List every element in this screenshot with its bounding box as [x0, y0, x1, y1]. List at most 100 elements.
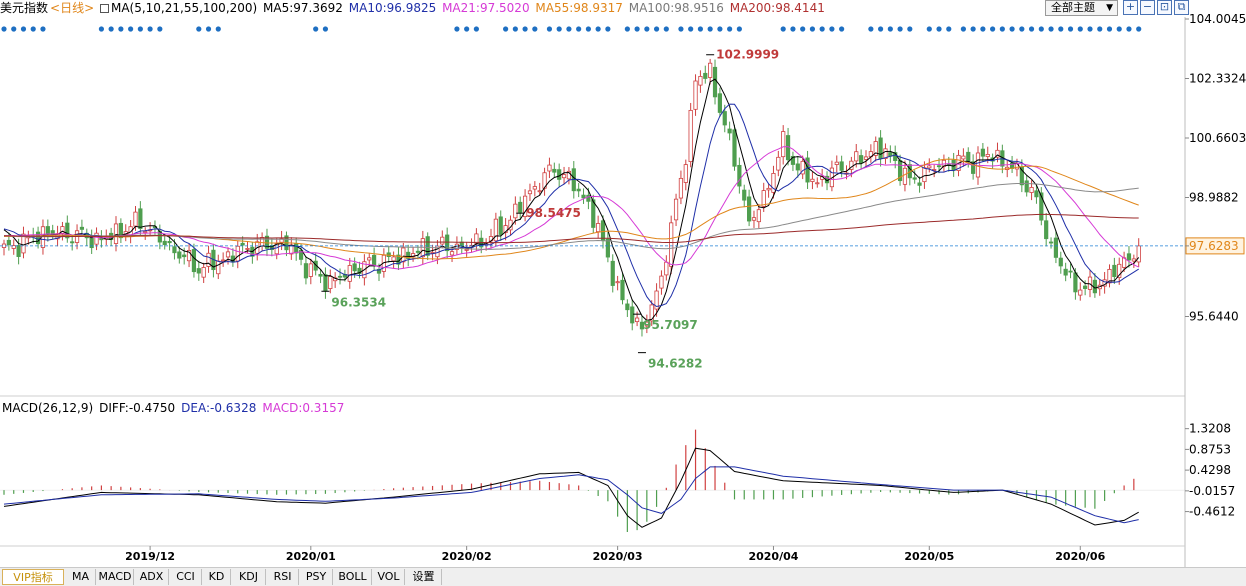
candle: [776, 150, 781, 177]
signal-dot: [512, 26, 518, 32]
tab-vol[interactable]: VOL: [373, 569, 405, 585]
candle: [1058, 251, 1063, 274]
candle-body: [732, 129, 737, 167]
candle: [113, 216, 119, 252]
candle-body: [678, 177, 684, 199]
candle: [221, 252, 226, 267]
candle-body: [985, 153, 990, 157]
tab-cci[interactable]: CCI: [170, 569, 202, 585]
x-tick-label: 2020/01: [286, 550, 336, 563]
candle-body: [537, 190, 542, 193]
candle: [644, 314, 649, 334]
restore-button[interactable]: ⧉: [1174, 0, 1189, 15]
signal-dot: [585, 26, 592, 32]
signal-dot: [11, 26, 17, 32]
candle: [742, 184, 747, 208]
candle: [1083, 280, 1088, 296]
candle: [323, 267, 328, 299]
candle-body: [552, 168, 557, 173]
candle: [162, 233, 167, 250]
candle-body: [167, 241, 172, 244]
candle-body: [1112, 264, 1117, 277]
candle-body: [766, 187, 771, 191]
candle: [196, 260, 201, 281]
candle-body: [225, 251, 231, 258]
candle-body: [1126, 253, 1132, 261]
signal-dot: [605, 26, 611, 32]
ma200-line: [3, 213, 1139, 244]
tab-rsi[interactable]: RSI: [267, 569, 299, 585]
candle-body: [854, 151, 859, 162]
candle-body: [303, 263, 309, 279]
theme-dropdown[interactable]: 全部主题 ▼: [1045, 0, 1118, 16]
zoom-in-button[interactable]: +: [1123, 0, 1138, 15]
view-button[interactable]: ⊡: [1157, 0, 1172, 15]
candle-body: [337, 275, 343, 278]
x-tick-label: 2020/06: [1055, 550, 1105, 563]
candle: [980, 142, 985, 162]
macd-value: MACD:0.3157: [262, 401, 345, 415]
macd-name[interactable]: MACD(26,12,9): [2, 401, 94, 415]
signal-dot: [887, 26, 893, 32]
candle: [406, 244, 411, 267]
extreme-label: 96.3534: [331, 295, 386, 309]
signal-dot: [1028, 26, 1035, 32]
tab-ma[interactable]: MA: [66, 569, 96, 585]
signal-dot: [926, 26, 932, 32]
candle-body: [805, 157, 810, 183]
candle: [532, 181, 537, 197]
tab-kd[interactable]: KD: [203, 569, 231, 585]
candle-body: [6, 239, 11, 246]
candle-body: [995, 149, 1000, 158]
candle: [917, 176, 922, 193]
tab-psy[interactable]: PSY: [300, 569, 333, 585]
signal-dot: [868, 26, 874, 32]
macd-y-tick-label: 0.8753: [1189, 442, 1231, 456]
candle: [206, 245, 211, 273]
candle-body: [557, 169, 562, 180]
ma-label[interactable]: MA(5,10,21,55,100,200): [110, 1, 258, 15]
candle-body: [1117, 263, 1122, 278]
candle-body: [318, 273, 323, 277]
signal-dot: [653, 26, 660, 32]
candle-body: [649, 304, 654, 322]
tab-settings[interactable]: 设置: [406, 569, 442, 585]
candle: [971, 154, 976, 180]
candle-body: [45, 226, 50, 235]
zoom-out-button[interactable]: −: [1140, 0, 1155, 15]
candle: [781, 125, 786, 165]
candle-body: [927, 165, 932, 169]
candle-body: [113, 223, 119, 244]
candle: [878, 130, 883, 167]
tab-vip[interactable]: VIP指标: [2, 569, 64, 585]
candle: [1117, 257, 1122, 285]
candle: [318, 268, 323, 284]
signal-dot: [839, 26, 845, 32]
candle: [459, 236, 464, 254]
chart-canvas[interactable]: 98.5475 96.3534 102.9999 94.6282 95.7097 104…: [0, 0, 1246, 567]
period-tag[interactable]: <日线>: [50, 1, 95, 15]
signal-dot: [128, 26, 134, 32]
tab-kdj[interactable]: KDJ: [232, 569, 266, 585]
ma10-value: MA10:96.9825: [348, 1, 437, 15]
candle-body: [406, 251, 411, 259]
candle: [927, 158, 932, 173]
candle-body: [834, 161, 839, 165]
signal-dot: [688, 26, 694, 32]
candle: [89, 229, 94, 254]
macd-panel: [0, 429, 1185, 532]
candle-body: [1063, 268, 1068, 276]
candle: [527, 183, 533, 201]
candle: [683, 159, 688, 191]
candle: [1068, 263, 1073, 279]
candle-body: [756, 209, 761, 223]
tab-macd[interactable]: MACD: [97, 569, 134, 585]
tab-adx[interactable]: ADX: [135, 569, 169, 585]
tab-boll[interactable]: BOLL: [334, 569, 372, 585]
signal-dot: [566, 26, 572, 32]
chevron-down-icon: ▼: [1106, 3, 1113, 13]
candle: [123, 224, 128, 242]
candle-body: [1044, 220, 1049, 240]
candle-body: [591, 199, 596, 228]
ma-settings-icon[interactable]: [99, 4, 109, 13]
